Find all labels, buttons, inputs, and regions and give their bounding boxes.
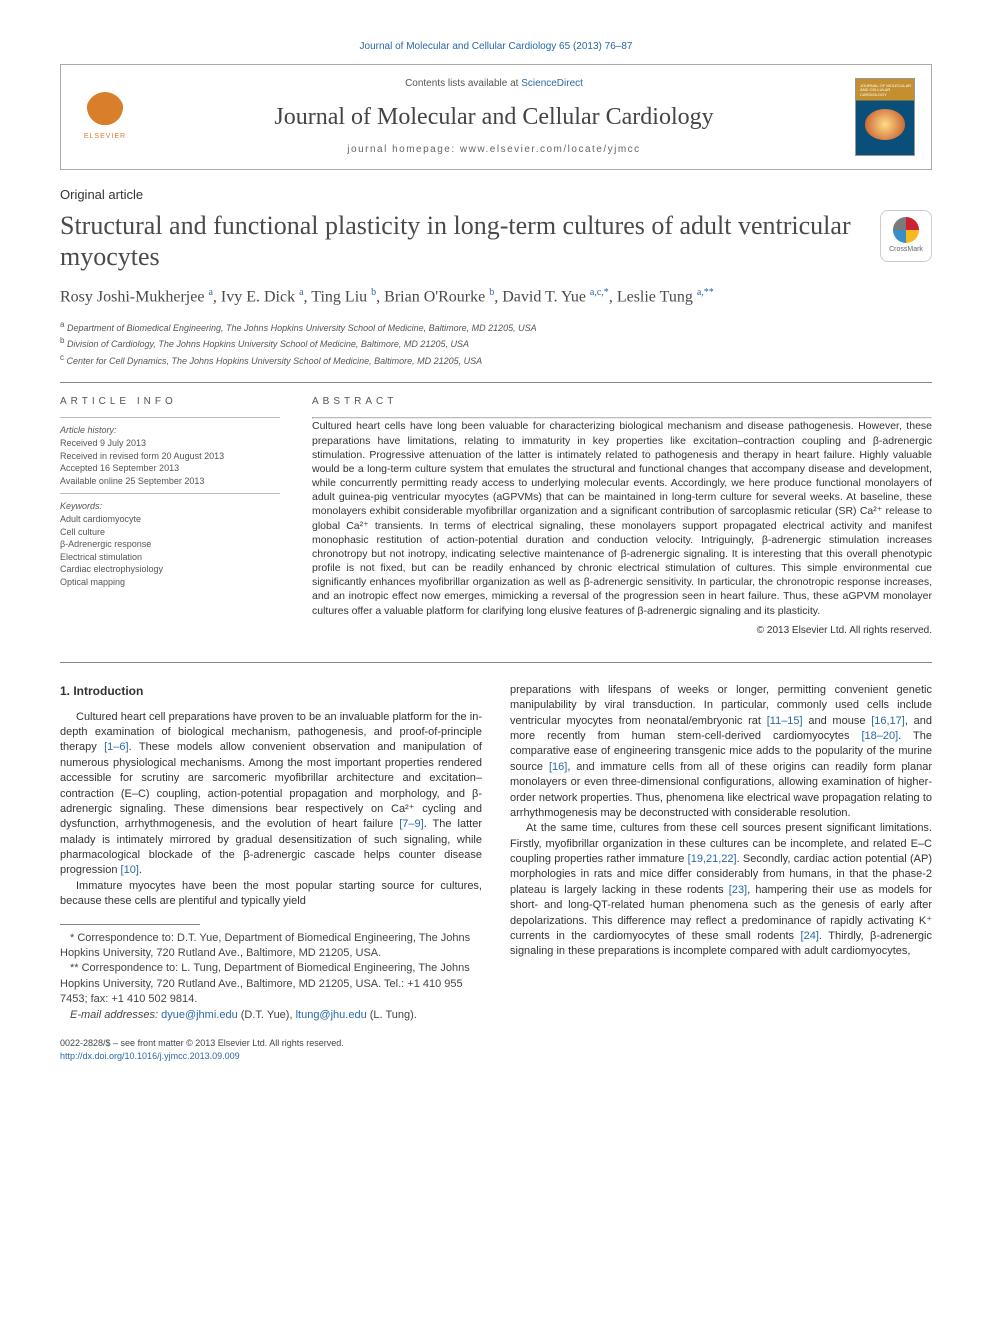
- journal-title: Journal of Molecular and Cellular Cardio…: [133, 101, 855, 135]
- journal-header: ELSEVIER Contents lists available at Sci…: [60, 64, 932, 170]
- intro-p2: Immature myocytes have been the most pop…: [60, 879, 482, 910]
- ref-link[interactable]: [19,21,22]: [688, 853, 737, 865]
- affiliation: b Division of Cardiology, The Johns Hopk…: [60, 335, 932, 352]
- front-matter-line: 0022-2828/$ – see front matter © 2013 El…: [60, 1037, 344, 1050]
- affiliations: a Department of Biomedical Engineering, …: [60, 319, 932, 369]
- doi-link[interactable]: http://dx.doi.org/10.1016/j.yjmcc.2013.0…: [60, 1051, 240, 1061]
- journal-cover-thumb: JOURNAL OF MOLECULAR AND CELLULAR CARDIO…: [855, 78, 915, 156]
- intro-p4: At the same time, cultures from these ce…: [510, 821, 932, 960]
- ref-link[interactable]: [16,17]: [871, 715, 905, 727]
- ref-link[interactable]: [18–20]: [861, 730, 898, 742]
- ref-link[interactable]: [24]: [801, 930, 819, 942]
- article-info: ARTICLE INFO Article history: Received 9…: [60, 395, 280, 637]
- article-info-label: ARTICLE INFO: [60, 395, 280, 409]
- intro-p1: Cultured heart cell preparations have pr…: [60, 710, 482, 879]
- journal-homepage: journal homepage: www.elsevier.com/locat…: [133, 143, 855, 157]
- ref-link[interactable]: [7–9]: [399, 818, 423, 830]
- contents-list-line: Contents lists available at ScienceDirec…: [133, 77, 855, 91]
- ref-link[interactable]: [23]: [729, 884, 747, 896]
- affiliation: a Department of Biomedical Engineering, …: [60, 319, 932, 336]
- affiliation: c Center for Cell Dynamics, The Johns Ho…: [60, 352, 932, 369]
- emails: E-mail addresses: dyue@jhmi.edu (D.T. Yu…: [60, 1008, 482, 1023]
- corr-1: * Correspondence to: D.T. Yue, Departmen…: [60, 931, 482, 962]
- keyword: Optical mapping: [60, 576, 280, 589]
- elsevier-logo: ELSEVIER: [77, 89, 133, 145]
- divider: [60, 662, 932, 663]
- authors: Rosy Joshi-Mukherjee a, Ivy E. Dick a, T…: [60, 286, 932, 309]
- history-label: Article history:: [60, 424, 280, 437]
- divider: [60, 382, 932, 383]
- keywords-label: Keywords:: [60, 500, 280, 513]
- keyword: Cell culture: [60, 526, 280, 539]
- history-accepted: Accepted 16 September 2013: [60, 462, 280, 475]
- ref-link[interactable]: [1–6]: [104, 741, 128, 753]
- email-link[interactable]: ltung@jhu.edu: [296, 1009, 367, 1021]
- history-revised: Received in revised form 20 August 2013: [60, 450, 280, 463]
- keyword: Adult cardiomyocyte: [60, 513, 280, 526]
- keyword: Cardiac electrophysiology: [60, 563, 280, 576]
- abstract-label: ABSTRACT: [312, 395, 932, 409]
- keyword: β-Adrenergic response: [60, 538, 280, 551]
- abstract-text: Cultured heart cells have long been valu…: [312, 419, 932, 617]
- footnotes: * Correspondence to: D.T. Yue, Departmen…: [60, 931, 482, 1023]
- crossmark-badge[interactable]: CrossMark: [880, 210, 932, 262]
- article-title: Structural and functional plasticity in …: [60, 210, 860, 272]
- corr-2: ** Correspondence to: L. Tung, Departmen…: [60, 961, 482, 1007]
- ref-link[interactable]: [11–15]: [767, 715, 803, 727]
- email-link[interactable]: dyue@jhmi.edu: [161, 1009, 238, 1021]
- intro-heading: 1. Introduction: [60, 683, 482, 700]
- abstract-copyright: © 2013 Elsevier Ltd. All rights reserved…: [312, 624, 932, 638]
- bottom-bar: 0022-2828/$ – see front matter © 2013 El…: [60, 1037, 932, 1062]
- journal-citation[interactable]: Journal of Molecular and Cellular Cardio…: [60, 40, 932, 54]
- ref-link[interactable]: [10]: [121, 864, 139, 876]
- article-type: Original article: [60, 186, 932, 204]
- sciencedirect-link[interactable]: ScienceDirect: [521, 78, 583, 89]
- ref-link[interactable]: [16]: [549, 761, 567, 773]
- left-column: 1. Introduction Cultured heart cell prep…: [60, 683, 482, 1023]
- keyword: Electrical stimulation: [60, 551, 280, 564]
- crossmark-icon: [893, 217, 919, 243]
- footnote-separator: [60, 924, 200, 925]
- history-received: Received 9 July 2013: [60, 437, 280, 450]
- history-online: Available online 25 September 2013: [60, 475, 280, 488]
- intro-p3: preparations with lifespans of weeks or …: [510, 683, 932, 822]
- right-column: preparations with lifespans of weeks or …: [510, 683, 932, 1023]
